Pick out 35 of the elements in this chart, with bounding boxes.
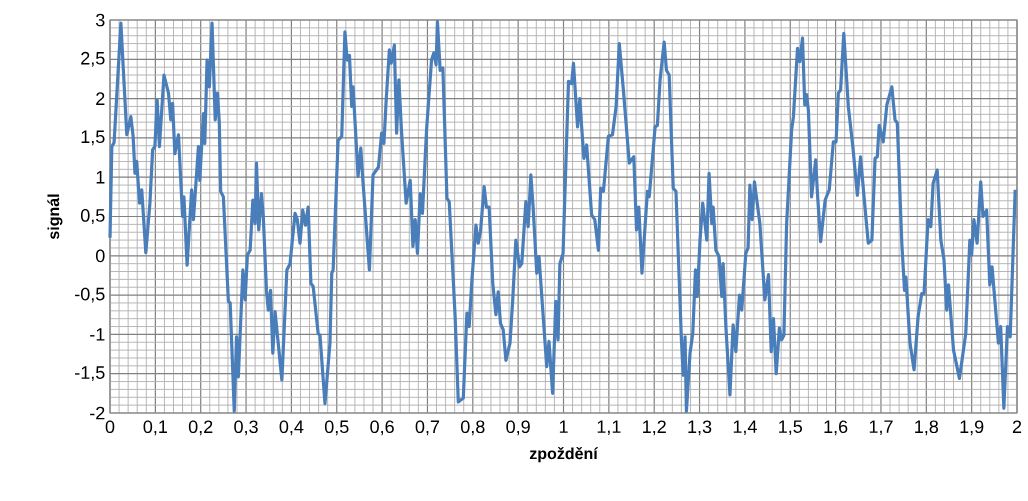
x-tick-label: 0 (105, 420, 115, 434)
x-tick-label: 1,9 (960, 420, 984, 436)
x-tick-label: 0,4 (279, 420, 304, 436)
y-tick-label: 1 (96, 171, 105, 184)
y-tick-label: -2 (90, 406, 105, 420)
x-tick-label: 1 (559, 420, 568, 433)
x-tick-label: 0,5 (324, 420, 349, 436)
y-tick-label: -0,5 (75, 287, 105, 303)
x-tick-label: 0,6 (370, 420, 394, 436)
x-tick-label: 0,9 (506, 420, 530, 436)
x-tick-label: 2 (1012, 420, 1022, 433)
x-tick-label: 1,3 (688, 420, 712, 436)
x-tick-label: 0,2 (188, 420, 213, 436)
x-tick-label: 0,8 (461, 420, 485, 436)
y-tick-label: -1 (90, 328, 105, 341)
y-tick-label: 1,5 (81, 130, 105, 146)
x-tick-label: 0,1 (143, 420, 167, 436)
x-tick-label: 1,2 (643, 420, 666, 436)
x-tick-label: 1,6 (824, 420, 848, 436)
y-tick-label: 0,5 (80, 209, 105, 224)
y-tick-label: 2 (96, 92, 105, 105)
x-tick-label: 0,3 (234, 420, 258, 436)
y-tick-label: -1,5 (75, 366, 105, 382)
y-tick-label: 2,5 (81, 51, 105, 67)
y-tick-label: 0 (95, 249, 105, 263)
x-tick-label: 1,8 (915, 420, 939, 436)
y-tick-label: 3 (95, 13, 105, 27)
line-series (108, 19, 1017, 414)
x-tick-label: 1,5 (779, 420, 803, 436)
y-axis-title: signál (47, 194, 63, 240)
x-tick-label: 0,7 (415, 420, 440, 436)
x-axis-title: zpoždění (529, 447, 599, 463)
x-tick-label: 1,7 (869, 420, 893, 436)
x-tick-label: 1,4 (733, 420, 757, 436)
x-tick-label: 1,1 (597, 420, 621, 436)
